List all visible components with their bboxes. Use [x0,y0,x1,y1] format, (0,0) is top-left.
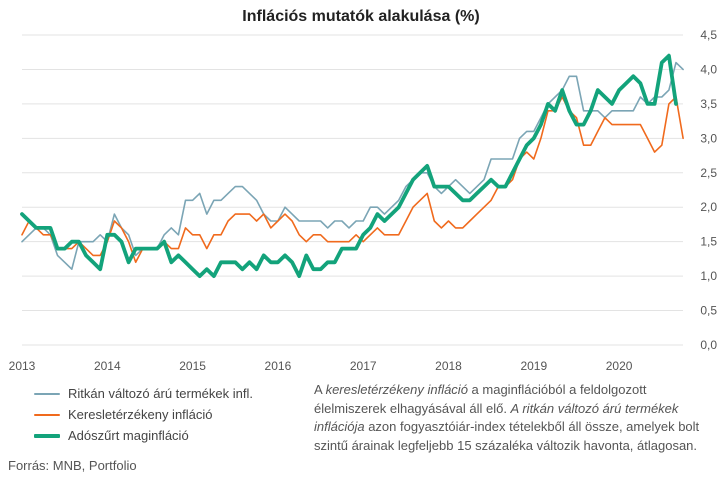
y-axis-ticks: 0,0 0,5 1,0 1,5 2,0 2,5 3,0 3,5 4,0 4,5 [700,28,717,352]
series-lines [20,53,684,279]
y-tick-label: 4,0 [700,62,717,76]
legend-item-ritkan: Ritkán változó árú termékek infl. [34,383,253,404]
x-tick-label: 2015 [179,359,206,373]
x-tick-label: 2017 [350,359,377,373]
x-tick-label: 2018 [435,359,462,373]
y-tick-label: 3,0 [700,131,717,145]
gridlines [22,34,683,346]
y-tick-label: 2,0 [700,200,717,214]
legend-swatch-adoszurt [34,433,60,438]
legend-item-adoszurt: Adószűrt maginfláció [34,425,253,446]
note-text-3: azon fogyasztóiár-index tételekből áll ö… [314,419,700,453]
x-tick-label: 2013 [9,359,36,373]
note-term-keresletérzékeny: keresletérzékeny infláció [325,382,468,397]
legend-item-keresletérzékeny: Keresletérzékeny infláció [34,404,253,425]
legend-swatch-keresletérzékeny [34,413,60,416]
explanation-note: A keresletérzékeny infláció a maginfláci… [314,381,716,455]
note-text-2: a maginflációból a feldolgozott élelmisz… [314,382,647,416]
series-line-0 [21,61,684,271]
x-axis-ticks: 2013 2014 2015 2016 2017 2018 2019 2020 [9,359,633,373]
y-tick-label: 1,0 [700,269,717,283]
legend: Ritkán változó árú termékek infl. Keresl… [34,383,253,446]
source-note: Forrás: MNB, Portfolio [8,458,137,473]
legend-label-ritkan: Ritkán változó árú termékek infl. [68,386,253,401]
series-line-2 [20,53,678,279]
y-tick-label: 0,0 [700,338,717,352]
y-tick-label: 2,5 [700,166,717,180]
x-tick-label: 2014 [94,359,121,373]
line-chart: 2013 2014 2015 2016 2017 2018 2019 2020 0,0 0,5 1… [9,28,718,373]
chart-title: Inflációs mutatók alakulása (%) [242,8,480,25]
y-tick-label: 3,5 [700,97,717,111]
legend-swatch-ritkan [34,392,60,395]
legend-label-adoszurt: Adószűrt maginfláció [68,428,189,443]
legend-label-keresletérzékeny: Keresletérzékeny infláció [68,407,213,422]
x-tick-label: 2019 [520,359,547,373]
y-tick-label: 1,5 [700,235,717,249]
y-tick-label: 0,5 [700,304,717,318]
x-tick-label: 2020 [606,359,633,373]
x-tick-label: 2016 [265,359,292,373]
note-text-1: A [314,382,326,397]
note-term-ritkan: A ritkán változó árú termékek inflációja [314,400,679,435]
y-tick-label: 4,5 [700,28,717,42]
